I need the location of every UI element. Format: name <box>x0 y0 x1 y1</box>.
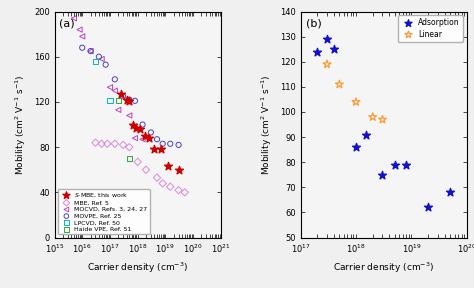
MOCVD, Refs. 3, 24, 27 <box>126 113 133 118</box>
Linear <box>379 117 386 122</box>
$\it{S}$-MBE, this work <box>151 147 158 152</box>
MBE, Ref. 5 <box>111 141 118 146</box>
$\it{S}$-MBE, this work <box>123 97 130 102</box>
MOCVD, Refs. 3, 24, 27 <box>106 85 114 90</box>
Linear <box>336 82 343 87</box>
MBE, Ref. 5 <box>181 190 189 195</box>
MBE, Ref. 5 <box>159 181 166 186</box>
MBE, Ref. 5 <box>98 141 105 146</box>
Adsorption <box>402 162 410 167</box>
MOVPE, Ref. 25 <box>147 130 155 135</box>
$\it{S}$-MBE, this work <box>133 126 140 130</box>
MOCVD, Refs. 3, 24, 27 <box>111 88 118 93</box>
MOVPE, Ref. 25 <box>166 141 174 146</box>
Haide VPE, Ref. 51 <box>115 98 122 103</box>
MBE, Ref. 5 <box>91 140 99 145</box>
MOCVD, Refs. 3, 24, 27 <box>76 27 83 32</box>
X-axis label: Carrier density (cm$^{-3}$): Carrier density (cm$^{-3}$) <box>87 260 188 275</box>
Linear <box>352 100 360 104</box>
MOVPE, Ref. 25 <box>78 46 86 50</box>
Legend: $\it{S}$-MBE, this work, MBE, Ref. 5, MOCVD, Refs. 3, 24, 27, MOVPE, Ref. 25, LP: $\it{S}$-MBE, this work, MBE, Ref. 5, MO… <box>58 189 149 234</box>
Haide VPE, Ref. 51 <box>126 156 133 161</box>
MOVPE, Ref. 25 <box>159 141 166 146</box>
MBE, Ref. 5 <box>142 167 150 172</box>
MBE, Ref. 5 <box>134 160 141 164</box>
$\it{S}$-MBE, this work <box>129 122 137 127</box>
Adsorption <box>424 205 432 210</box>
MOVPE, Ref. 25 <box>131 98 139 103</box>
$\it{S}$-MBE, this work <box>136 127 144 131</box>
MOCVD, Refs. 3, 24, 27 <box>87 49 94 53</box>
$\it{S}$-MBE, this work <box>175 167 182 172</box>
MOVPE, Ref. 25 <box>126 97 133 102</box>
MBE, Ref. 5 <box>126 145 133 149</box>
Adsorption <box>362 132 370 137</box>
MOVPE, Ref. 25 <box>102 62 109 67</box>
Linear <box>369 115 376 119</box>
Adsorption <box>330 47 338 52</box>
MBE, Ref. 5 <box>153 175 161 180</box>
Linear <box>323 62 331 67</box>
LPCVD, Ref. 50 <box>91 59 99 64</box>
Adsorption <box>352 145 360 149</box>
$\it{S}$-MBE, this work <box>117 92 125 96</box>
Adsorption <box>447 190 454 195</box>
Legend: Adsorption, Linear: Adsorption, Linear <box>398 15 463 42</box>
Y-axis label: Mobility (cm$^2$ V$^{-1}$ s$^{-1}$): Mobility (cm$^2$ V$^{-1}$ s$^{-1}$) <box>260 74 274 175</box>
$\it{S}$-MBE, this work <box>126 98 133 103</box>
MOVPE, Ref. 25 <box>95 54 103 59</box>
MOCVD, Refs. 3, 24, 27 <box>98 57 105 61</box>
MOVPE, Ref. 25 <box>87 49 94 53</box>
MOCVD, Refs. 3, 24, 27 <box>70 16 78 21</box>
$\it{S}$-MBE, this work <box>145 136 153 141</box>
Text: (a): (a) <box>60 18 75 28</box>
$\it{S}$-MBE, this work <box>164 164 172 169</box>
Adsorption <box>379 173 386 177</box>
MBE, Ref. 5 <box>103 141 111 146</box>
MOVPE, Ref. 25 <box>175 143 182 147</box>
Adsorption <box>391 162 399 167</box>
MOVPE, Ref. 25 <box>119 94 127 98</box>
MOCVD, Refs. 3, 24, 27 <box>78 34 86 39</box>
MBE, Ref. 5 <box>175 188 182 192</box>
$\it{S}$-MBE, this work <box>141 134 148 138</box>
Text: (b): (b) <box>306 18 321 28</box>
Adsorption <box>313 50 321 54</box>
MBE, Ref. 5 <box>166 184 174 189</box>
MBE, Ref. 5 <box>119 143 127 147</box>
MOCVD, Refs. 3, 24, 27 <box>139 137 146 142</box>
Y-axis label: Mobility (cm$^2$ V$^{-1}$ s$^{-1}$): Mobility (cm$^2$ V$^{-1}$ s$^{-1}$) <box>14 74 28 175</box>
X-axis label: Carrier density (cm$^{-3}$): Carrier density (cm$^{-3}$) <box>333 260 434 275</box>
MOCVD, Refs. 3, 24, 27 <box>115 107 122 112</box>
MOVPE, Ref. 25 <box>139 122 146 127</box>
MOVPE, Ref. 25 <box>153 137 161 142</box>
MOCVD, Refs. 3, 24, 27 <box>131 136 139 141</box>
MOVPE, Ref. 25 <box>111 77 118 82</box>
Adsorption <box>323 37 331 41</box>
LPCVD, Ref. 50 <box>106 98 114 103</box>
$\it{S}$-MBE, this work <box>157 147 165 152</box>
